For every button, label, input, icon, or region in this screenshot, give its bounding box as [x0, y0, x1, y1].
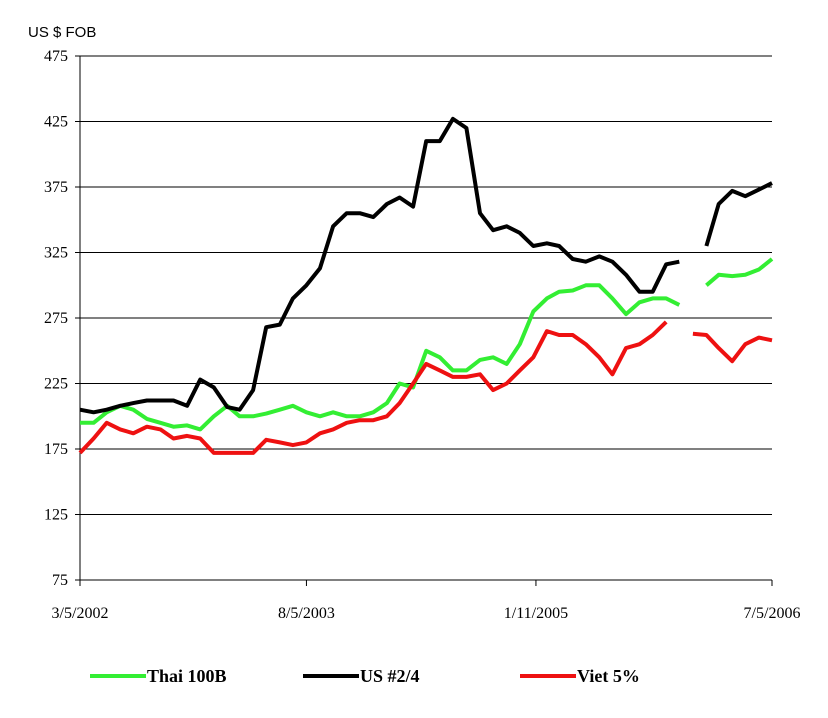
- y-tick-label: 325: [44, 245, 68, 262]
- y-tick-label: 425: [44, 114, 68, 131]
- x-tick-label: 3/5/2002: [52, 605, 109, 622]
- y-tick-label: 225: [44, 376, 68, 393]
- x-tick-label: 1/11/2005: [504, 605, 568, 622]
- legend-label: US #2/4: [360, 666, 420, 686]
- series-line: [80, 257, 774, 432]
- y-tick-label: 125: [44, 507, 68, 524]
- series-line: [79, 116, 773, 415]
- y-tick-label: 475: [44, 48, 68, 65]
- y-tick-label: 275: [44, 310, 68, 327]
- y-tick-label: 175: [44, 441, 68, 458]
- y-tick-label: 75: [52, 572, 68, 589]
- x-tick-label: 7/5/2006: [744, 605, 801, 622]
- x-tick-label: 8/5/2003: [278, 605, 335, 622]
- legend-label: Viet 5%: [577, 666, 640, 686]
- y-tick-label: 375: [44, 179, 68, 196]
- y-axis-title: US $ FOB: [28, 24, 96, 41]
- legend-label: Thai 100B: [147, 666, 227, 686]
- series-line: [78, 320, 773, 455]
